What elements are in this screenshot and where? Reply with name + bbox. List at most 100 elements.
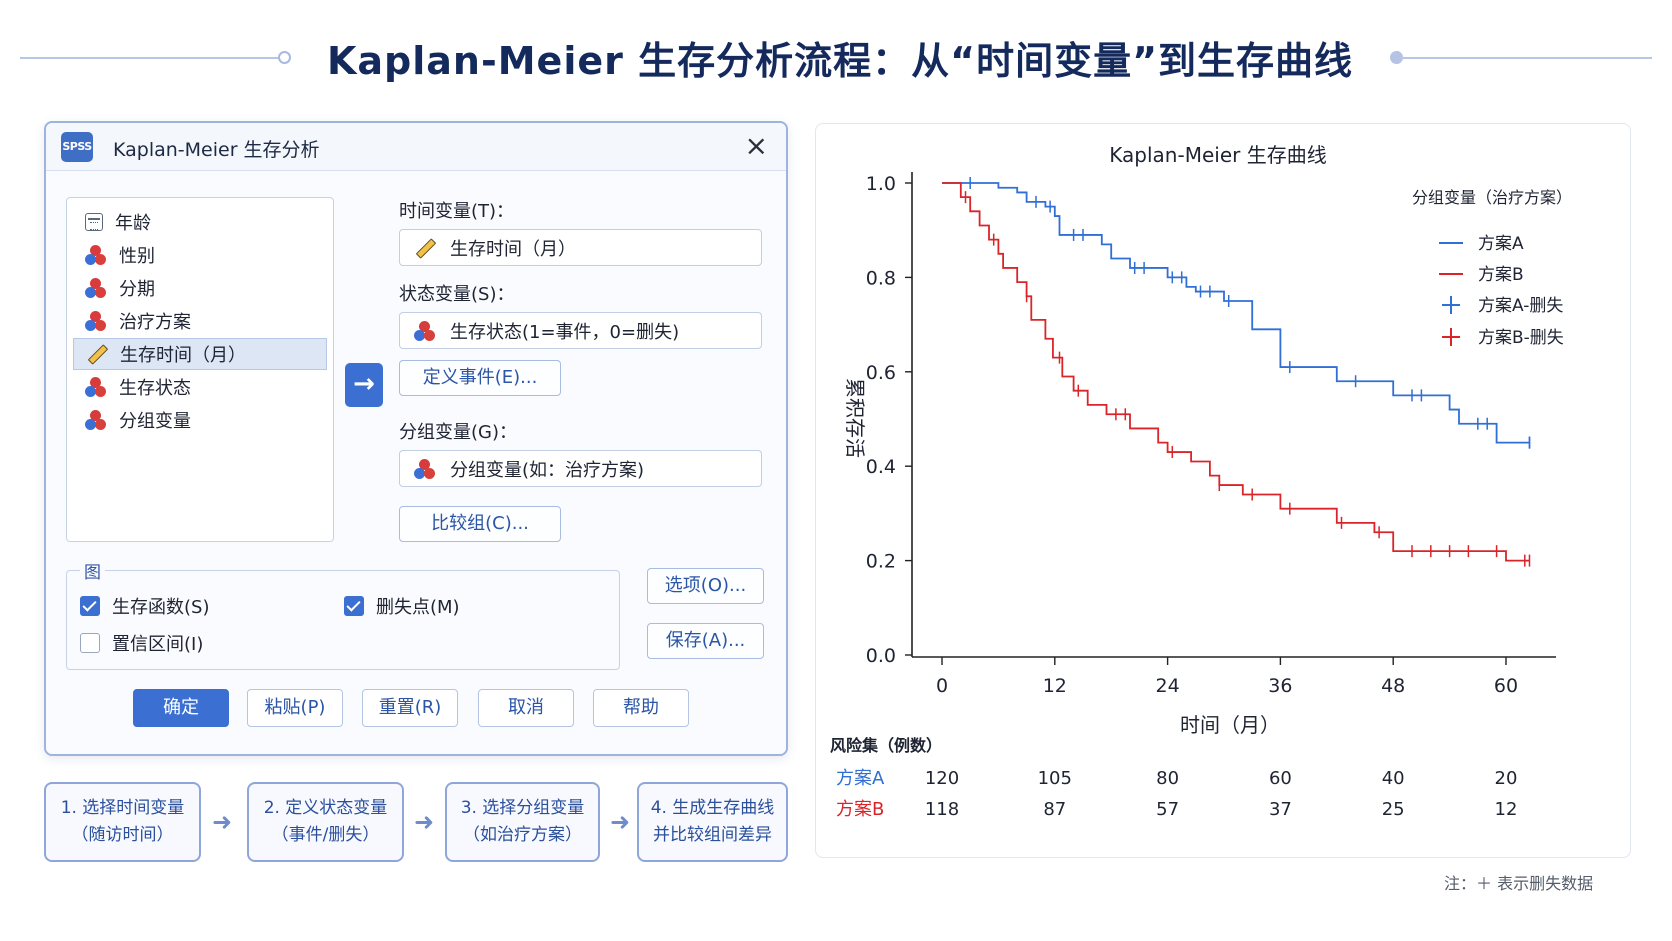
censor-note: 注：＋ 表示删失数据 [1444,874,1594,893]
legend-censor-label-1: 方案B-删失 [1478,328,1564,348]
risk-row-name-0: 方案A [836,768,885,789]
variable-label: 分期 [119,279,155,300]
variable-label: 治疗方案 [119,312,191,333]
checkbox-label: 生存函数(S) [112,597,210,618]
y-axis-label: 累积存活 [843,378,867,458]
risk-value-0-0: 120 [925,768,959,789]
time-variable-field[interactable]: 生存时间（月） [399,229,762,266]
step-2: 2. 定义状态变量 （事件/删失） [247,782,404,862]
step-3: 3. 选择分组变量 （如治疗方案） [445,782,600,862]
dialog-title: Kaplan-Meier 生存分析 [113,139,320,161]
step-1: 1. 选择时间变量 （随访时间） [44,782,201,862]
reset-button[interactable]: 重置(R) [362,689,458,727]
time-variable-value: 生存时间（月） [450,238,576,260]
nominal-balls-icon [85,310,107,332]
variable-label: 分组变量 [119,411,191,432]
variable-item-stage[interactable]: 分期 [73,272,327,304]
step-line2: （随访时间） [71,825,174,845]
risk-value-0-5: 20 [1495,768,1518,789]
save-button[interactable]: 保存(A)... [647,623,764,659]
close-icon[interactable]: × [744,129,768,162]
header-dot-right [1390,51,1403,64]
step-line2: 并比较组间差异 [653,825,772,845]
censor-points-checkbox[interactable]: 删失点(M) [344,593,460,619]
header-line-left [20,57,282,59]
time-variable-label: 时间变量(T)： [399,201,515,222]
variable-label: 性别 [119,246,155,267]
legend-title: 分组变量（治疗方案） [1412,188,1572,207]
y-tick-label: 1.0 [866,173,896,195]
variable-item-group[interactable]: 分组变量 [73,404,327,436]
risk-value-0-4: 40 [1382,768,1405,789]
variable-list[interactable]: 年龄 性别 分期 治疗方案 生存时间（月） 生存状态 分组变量 [66,197,334,542]
chart-panel: Kaplan-Meier 生存曲线 0.0 0.2 0.4 0.6 0.8 1.0 0 12 24… [815,123,1631,858]
cancel-button[interactable]: 取消 [478,689,574,727]
risk-value-0-1: 105 [1038,768,1072,789]
x-tick-label: 12 [1043,675,1067,697]
status-variable-field[interactable]: 生存状态(1=事件，0=删失) [399,312,762,349]
step-arrow-icon: ➜ [610,808,631,836]
spss-logo-icon: SPSS [61,132,93,162]
y-tick-label: 0.4 [866,456,896,478]
step-line1: 3. 选择分组变量 [460,798,585,818]
calendar-icon [85,213,103,231]
risk-value-1-0: 118 [925,799,959,820]
variable-item-survival-status[interactable]: 生存状态 [73,371,327,403]
series-line-0 [942,182,1530,444]
nominal-balls-icon [85,376,107,398]
risk-value-1-1: 87 [1043,799,1066,820]
nominal-balls-icon [85,409,107,431]
move-variable-button[interactable]: → [345,363,383,407]
checkbox-unchecked-icon [80,633,100,653]
checkbox-checked-icon [344,596,364,616]
y-tick-label: 0.0 [866,645,896,667]
step-line1: 1. 选择时间变量 [60,798,185,818]
step-line2: （如治疗方案） [463,825,582,845]
risk-value-0-2: 80 [1156,768,1179,789]
variable-item-treatment[interactable]: 治疗方案 [73,305,327,337]
help-button[interactable]: 帮助 [593,689,689,727]
ruler-icon [414,237,437,259]
header-dot-left [278,51,291,64]
series-line-1 [942,182,1530,562]
nominal-balls-icon [85,277,107,299]
ok-button[interactable]: 确定 [133,689,229,727]
chart-title: Kaplan-Meier 生存曲线 [1109,143,1326,167]
confidence-interval-checkbox[interactable]: 置信区间(I) [80,630,203,656]
x-axis-label: 时间（月） [1180,713,1280,737]
variable-label: 生存时间（月） [120,345,246,366]
variable-label: 年龄 [115,213,151,234]
x-tick-label: 36 [1268,675,1292,697]
x-tick-label: 0 [936,675,948,697]
legend-censor-label-0: 方案A-删失 [1478,296,1563,316]
survival-function-checkbox[interactable]: 生存函数(S) [80,593,209,619]
group-variable-field[interactable]: 分组变量(如：治疗方案) [399,450,762,487]
risk-row-name-1: 方案B [836,799,884,820]
nominal-balls-icon [85,244,107,266]
y-tick-label: 0.2 [866,551,896,573]
y-tick-label: 0.6 [866,362,896,384]
risk-value-1-4: 25 [1382,799,1405,820]
checkbox-checked-icon [80,596,100,616]
define-event-button[interactable]: 定义事件(E)... [399,360,561,396]
step-4: 4. 生成生存曲线 并比较组间差异 [637,782,788,862]
status-variable-value: 生存状态(1=事件，0=删失) [450,321,680,343]
risk-value-0-3: 60 [1269,768,1292,789]
options-button[interactable]: 选项(O)... [647,568,764,604]
step-line2: （事件/删失） [271,825,380,845]
variable-item-age[interactable]: 年龄 [73,206,327,238]
compare-groups-button[interactable]: 比较组(C)... [399,506,561,542]
x-tick-label: 60 [1494,675,1518,697]
km-chart: Kaplan-Meier 生存曲线 0.0 0.2 0.4 0.6 0.8 1.0 0 12 24… [830,143,1572,820]
risk-value-1-3: 37 [1269,799,1292,820]
dialog-titlebar: SPSS Kaplan-Meier 生存分析 × [46,123,786,171]
group-variable-value: 分组变量(如：治疗方案) [450,459,645,481]
variable-item-survival-time[interactable]: 生存时间（月） [73,338,327,370]
variable-item-gender[interactable]: 性别 [73,239,327,271]
step-arrow-icon: ➜ [212,808,233,836]
paste-button[interactable]: 粘贴(P) [247,689,343,727]
header-line-right [1400,57,1652,59]
step-line1: 2. 定义状态变量 [263,798,388,818]
kaplan-meier-dialog: SPSS Kaplan-Meier 生存分析 × 年龄 性别 分期 治疗方案 生… [44,121,788,756]
status-variable-label: 状态变量(S)： [399,284,515,305]
